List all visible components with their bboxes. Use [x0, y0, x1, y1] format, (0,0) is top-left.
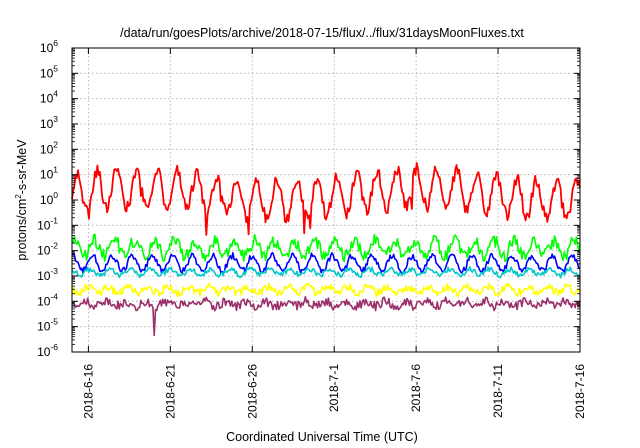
- y-tick-label: 104: [40, 89, 58, 106]
- y-axis-label-sup: 2: [14, 194, 23, 199]
- series-line: [71, 162, 581, 236]
- x-axis-label: Coordinated Universal Time (UTC): [226, 430, 418, 444]
- x-tick-label: 2018-7-1: [327, 364, 341, 412]
- y-axis-label-rest: -s-sr-MeV: [15, 139, 29, 195]
- y-axis-label-base: protons/cm: [15, 199, 29, 261]
- chart-title: /data/run/goesPlots/archive/2018-07-15/f…: [120, 26, 524, 40]
- x-tick-label: 2018-7-11: [491, 364, 505, 418]
- series-group: [71, 162, 581, 337]
- series-line: [71, 252, 581, 274]
- y-tick-label: 10-6: [37, 342, 58, 359]
- y-tick-label: 102: [40, 139, 58, 156]
- y-tick-label: 100: [40, 190, 58, 207]
- y-tick-label: 10-3: [37, 266, 58, 283]
- grid: [72, 48, 580, 352]
- y-tick-label: 106: [40, 38, 58, 55]
- y-tick-label: 103: [40, 114, 58, 131]
- x-tick-label: 2018-6-21: [163, 364, 177, 419]
- series-line: [71, 296, 581, 337]
- series-line: [71, 282, 581, 298]
- x-tick-label: 2018-7-6: [409, 364, 423, 412]
- x-tick-label: 2018-6-26: [245, 364, 259, 419]
- y-tick-label: 10-1: [37, 215, 58, 232]
- series-line: [71, 266, 581, 279]
- y-tick-label: 10-5: [37, 317, 58, 334]
- y-tick-label: 101: [40, 165, 58, 182]
- y-axis-label: protons/cm2-s-sr-MeV: [14, 139, 29, 261]
- y-tick-label: 10-2: [37, 241, 58, 258]
- series-line: [71, 233, 581, 263]
- y-tick-label: 10-4: [37, 291, 58, 308]
- y-axis: 10-6 10-5 10-4 10-3 10-2 10-1 100 101 102 103 104 1…: [37, 38, 580, 359]
- x-tick-label: 2018-7-16: [573, 364, 587, 419]
- x-tick-label: 2018-6-16: [81, 364, 95, 419]
- x-axis: 2018-6-16 2018-6-21 2018-6-26 2018-7-1 2018-…: [81, 48, 587, 419]
- y-tick-label: 105: [40, 63, 58, 80]
